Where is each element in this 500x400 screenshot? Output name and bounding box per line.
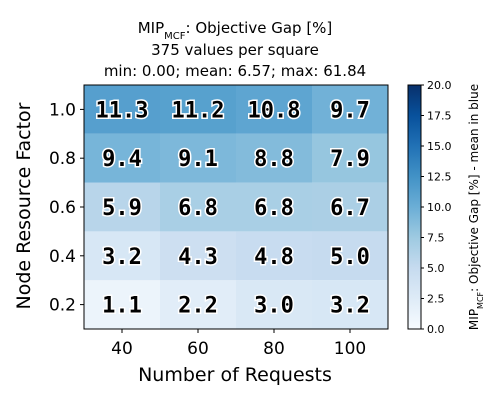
- cell-value-label-r0-c2: 3.0: [254, 294, 294, 319]
- y-axis-ticks: 0.2 0.4 0.6 0.8 1.0: [49, 100, 84, 316]
- cell-value-label-r3-c1: 9.1: [178, 147, 218, 172]
- cell-value-label-r0-c1: 2.2: [178, 294, 218, 319]
- colorbar: [407, 84, 422, 330]
- heatmap-cell-r3-c1: [160, 133, 236, 183]
- y-tick-label-2: 0.6: [49, 198, 76, 218]
- colorbar-tick-label-2: 5.0: [427, 262, 445, 275]
- y-tick-label-4: 1.0: [49, 100, 76, 120]
- colorbar-tick-label-5: 12.5: [427, 171, 452, 184]
- x-tick-label-1: 60: [187, 339, 209, 359]
- colorbar-tick-label-4: 10.0: [427, 201, 452, 214]
- heatmap-cell-r2-c0: [84, 182, 160, 232]
- colorbar-tick-label-1: 2.5: [427, 293, 445, 306]
- cell-value-label-r2-c1: 6.8: [178, 196, 218, 221]
- cell-value-label-r1-c3: 5.0: [330, 245, 370, 270]
- heatmap-cell-r1-c3: [312, 231, 388, 281]
- x-axis-label: Number of Requests: [138, 364, 332, 386]
- heatmap-cell-r2-c2: [236, 182, 312, 232]
- colorbar-ticks: 0.0 2.5 5.0 7.5 10.0 12.5 15.0 17.5 20.0: [421, 79, 452, 336]
- cell-value-label-r4-c0: 11.3: [96, 98, 149, 123]
- heatmap-cells: 1.1 2.2 3.0 3.2 3.2 4.3 4.8 5.0 5.9 6.8 6.8 6.7 9.4 9…: [84, 85, 388, 329]
- cell-value-label-r1-c2: 4.8: [254, 245, 294, 270]
- colorbar-tick-label-6: 15.0: [427, 140, 452, 153]
- colorbar-tick-label-8: 20.0: [427, 79, 452, 92]
- heatmap-cell-r2-c1: [160, 182, 236, 232]
- cell-value-label-r1-c0: 3.2: [102, 245, 142, 270]
- cell-value-label-r3-c3: 7.9: [330, 147, 370, 172]
- x-tick-label-3: 100: [334, 339, 366, 359]
- heatmap-cell-r0-c0: [84, 280, 160, 329]
- heatmap-cell-r4-c1: [160, 85, 236, 134]
- heatmap-cell-r1-c1: [160, 231, 236, 281]
- heatmap-cell-r0-c1: [160, 280, 236, 329]
- heatmap-cell-r4-c0: [84, 85, 160, 134]
- chart-title: MIPMCF: Objective Gap [%]: [138, 19, 333, 42]
- cell-value-label-r4-c3: 9.7: [330, 98, 370, 123]
- colorbar-tick-label-7: 17.5: [427, 110, 452, 123]
- heatmap-cell-r3-c0: [84, 133, 160, 183]
- cell-value-label-r4-c2: 10.8: [248, 98, 301, 123]
- cell-value-label-r0-c0: 1.1: [102, 294, 142, 319]
- cell-value-label-r2-c2: 6.8: [254, 196, 294, 221]
- colorbar-label: MIPMCF: Objective Gap [%] - mean in blue: [467, 84, 485, 330]
- heatmap-cell-r3-c2: [236, 133, 312, 183]
- y-axis-label: Node Resource Factor: [13, 102, 35, 309]
- heatmap-cell-r0-c2: [236, 280, 312, 329]
- cell-value-label-r2-c0: 5.9: [102, 196, 142, 221]
- cell-value-label-r2-c3: 6.7: [330, 196, 370, 221]
- heatmap-cell-r0-c3: [312, 280, 388, 329]
- cell-value-label-r1-c1: 4.3: [178, 245, 218, 270]
- cell-value-label-r3-c2: 8.8: [254, 147, 294, 172]
- chart-subtitle-1: 375 values per square: [151, 41, 319, 59]
- heatmap-cell-r1-c0: [84, 231, 160, 281]
- heatmap-cell-r4-c3: [312, 85, 388, 134]
- y-tick-label-1: 0.4: [49, 247, 76, 267]
- x-tick-label-0: 40: [111, 339, 133, 359]
- cell-value-label-r0-c3: 3.2: [330, 294, 370, 319]
- colorbar-tick-label-0: 0.0: [427, 323, 445, 336]
- heatmap-cell-r1-c2: [236, 231, 312, 281]
- cell-value-label-r4-c1: 11.2: [172, 98, 225, 123]
- cell-value-label-r3-c0: 9.4: [102, 147, 142, 172]
- heatmap-cell-r2-c3: [312, 182, 388, 232]
- x-tick-label-2: 80: [263, 339, 285, 359]
- chart-subtitle-2: min: 0.00; mean: 6.57; max: 61.84: [104, 62, 366, 80]
- y-tick-label-0: 0.2: [49, 296, 76, 316]
- colorbar-tick-label-3: 7.5: [427, 232, 445, 245]
- heatmap-cell-r3-c3: [312, 133, 388, 183]
- y-tick-label-3: 0.8: [49, 149, 76, 169]
- x-axis-ticks: 40 60 80 100: [111, 329, 366, 359]
- heatmap-cell-r4-c2: [236, 85, 312, 134]
